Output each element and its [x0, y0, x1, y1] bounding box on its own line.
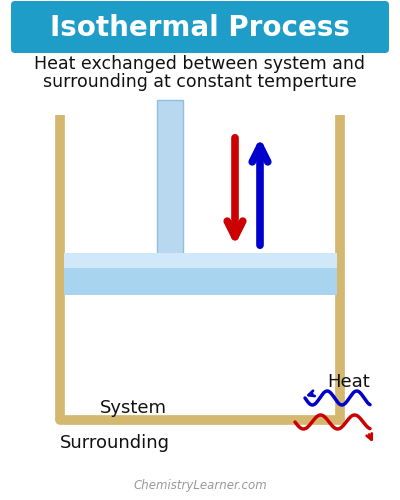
- Text: surrounding at constant temperture: surrounding at constant temperture: [43, 73, 357, 91]
- Text: Surrounding: Surrounding: [60, 434, 170, 452]
- Bar: [157, 100, 183, 260]
- Text: Isothermal Process: Isothermal Process: [50, 14, 350, 42]
- FancyBboxPatch shape: [11, 1, 389, 53]
- Bar: [64, 253, 336, 295]
- Text: System: System: [100, 399, 167, 417]
- Text: Heat: Heat: [327, 373, 370, 391]
- Bar: [64, 253, 336, 268]
- Text: ChemistryLearner.com: ChemistryLearner.com: [133, 480, 267, 492]
- Text: Heat exchanged between system and: Heat exchanged between system and: [34, 55, 366, 73]
- Bar: [60, 115, 340, 420]
